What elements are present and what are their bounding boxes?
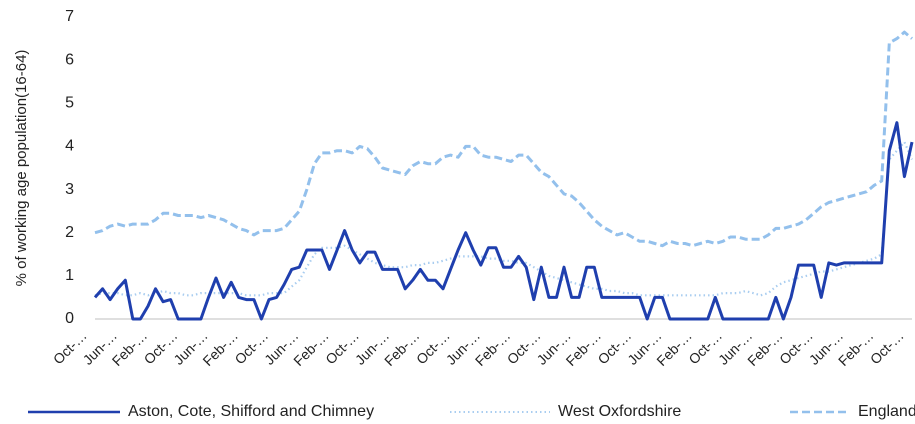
y-tick-label: 2 xyxy=(65,224,74,241)
y-axis-label: % of working age population(16-64) xyxy=(13,50,30,287)
legend-label: West Oxfordshire xyxy=(558,403,681,420)
y-tick-label: 6 xyxy=(65,51,74,68)
y-tick-label: 0 xyxy=(65,310,74,327)
legend-label: Aston, Cote, Shifford and Chimney xyxy=(128,403,374,420)
y-tick-label: 1 xyxy=(65,267,74,284)
y-tick-label: 7 xyxy=(65,8,74,25)
x-tick-label: Oct-… xyxy=(867,327,907,367)
y-tick-label: 4 xyxy=(65,138,74,155)
series-line xyxy=(94,30,913,248)
y-tick-label: 5 xyxy=(65,95,74,112)
series-line xyxy=(93,121,914,321)
y-tick-label: 3 xyxy=(65,181,74,198)
series-line xyxy=(94,141,914,297)
legend-label: England xyxy=(858,403,915,420)
